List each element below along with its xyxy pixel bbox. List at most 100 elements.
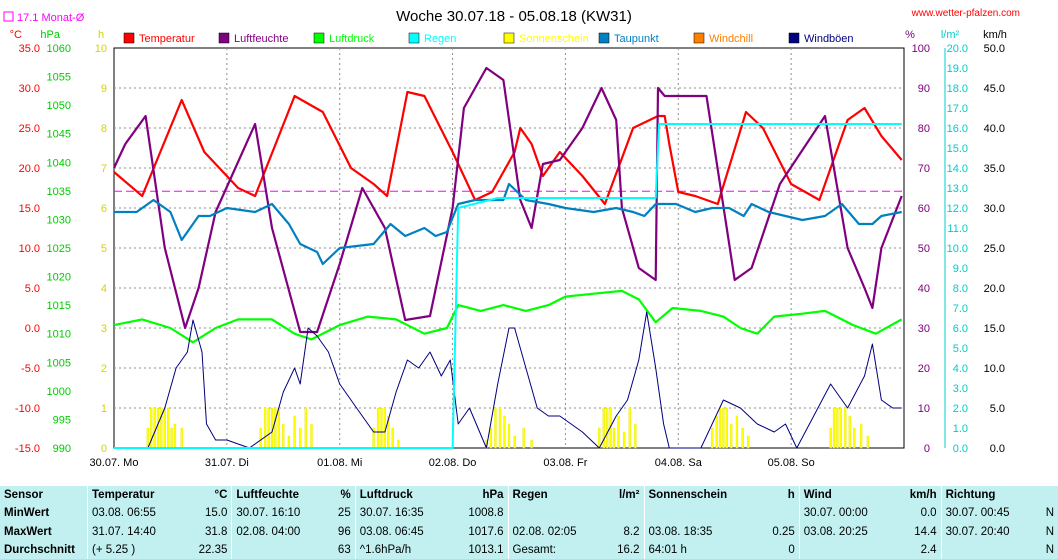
sunshine-bar: [710, 427, 714, 449]
sunshine-bar: [617, 415, 620, 449]
legend-swatch-icon: [313, 32, 325, 44]
axis-unit-humidity: %: [905, 29, 915, 41]
tick-label-pressure: 1055: [47, 72, 71, 84]
tick-label-humidity: 60: [918, 203, 930, 215]
stats-cell-time: 03.08. 06:55: [86, 504, 183, 523]
sunshine-bar: [498, 407, 502, 449]
sunshine-bar: [634, 423, 637, 449]
tick-label-wind: 30.0: [984, 203, 1005, 215]
tick-label-temp: 35.0: [19, 43, 40, 55]
tick-label-wind: 40.0: [984, 123, 1005, 135]
x-axis-label: 04.08. Sa: [655, 457, 703, 469]
stats-cell-time: 03.08. 20:25: [798, 522, 895, 541]
stats-header-unit: h: [787, 489, 795, 502]
statistics-table: Sensor Temperatur °C Luftfeuchte% Luftdruck h…: [0, 486, 1058, 559]
stats-cell-value: 0.25: [772, 525, 795, 538]
tick-label-rain: 11.0: [947, 223, 968, 235]
website-link[interactable]: www.wetter-pfalzen.com: [911, 8, 1020, 19]
legend-swatch-icon: [693, 32, 705, 44]
tick-label-sunshine: 10: [95, 43, 107, 55]
sunshine-bar: [507, 423, 511, 449]
stats-cell-value: 14.4: [914, 525, 937, 538]
tick-label-pressure: 1010: [47, 329, 71, 341]
axis-unit-pressure: hPa: [40, 29, 60, 41]
tick-label-humidity: 80: [918, 123, 930, 135]
sunshine-bar: [866, 435, 870, 449]
tick-label-rain: 13.0: [947, 183, 968, 195]
tick-label-pressure: 1015: [47, 300, 71, 312]
stats-cell-value: 15.0: [204, 507, 228, 520]
stats-cell-time: 30.07. 20:40: [940, 522, 1037, 541]
legend-swatch-icon: [788, 32, 800, 44]
stats-cell-value: 0: [788, 543, 795, 556]
axis-unit-wind: km/h: [983, 29, 1007, 41]
tick-label-temp: -10.0: [15, 403, 40, 415]
stats-cell-value: 31.8: [204, 525, 228, 538]
tick-label-pressure: 1050: [47, 100, 71, 112]
stats-cell-value: [759, 504, 800, 522]
stats-row: Durchschnitt (+ 5.25 ) 22.35 63 ^1.6hPa/h 101…: [0, 540, 1058, 559]
tick-label-pressure: 990: [53, 443, 71, 455]
tick-label-wind: 5.0: [990, 403, 1005, 415]
x-axis-label: 31.07. Di: [205, 457, 249, 469]
sunshine-bar: [287, 435, 291, 449]
stats-row: MinWert 03.08. 06:55 15.0 30.07. 16:10 25 30.…: [0, 504, 1058, 523]
sunshine-bars: [146, 407, 870, 449]
tick-label-sunshine: 5: [101, 243, 107, 255]
stats-cell-time: 02.08. 02:05: [507, 522, 604, 541]
tick-label-rain: 0.0: [953, 443, 968, 455]
stats-cell-value: 16.2: [617, 543, 640, 556]
stats-row: MaxWert 31.07. 14:40 31.8 02.08. 04:00 96 03.…: [0, 522, 1058, 541]
tick-label-rain: 2.0: [953, 403, 968, 415]
tick-label-wind: 45.0: [984, 83, 1005, 95]
stats-header-label: Sonnenschein: [643, 486, 759, 505]
legend-swatch-icon: [123, 32, 135, 44]
tick-label-pressure: 1060: [47, 43, 71, 55]
sunshine-bar: [267, 407, 270, 449]
tick-label-humidity: 90: [918, 83, 930, 95]
tick-label-temp: 25.0: [19, 123, 40, 135]
axes: °C hPa h% l/m² km/h-15.0-10.0-5.00.05.010.01…: [10, 29, 1007, 455]
tick-label-temp: 5.0: [25, 283, 40, 295]
axis-unit-sunshine: h: [98, 29, 104, 41]
stats-cell-time: ^1.6hPa/h: [354, 540, 451, 559]
stats-header-unit: %: [340, 489, 351, 502]
tick-label-temp: -15.0: [15, 443, 40, 455]
tick-label-pressure: 1000: [47, 386, 71, 398]
tick-label-sunshine: 7: [101, 163, 107, 175]
tick-label-rain: 8.0: [953, 283, 968, 295]
stats-header-unit: [1036, 486, 1058, 504]
sunshine-bar: [259, 427, 262, 449]
tick-label-rain: 19.0: [947, 63, 968, 75]
stats-cell-time: [231, 540, 328, 559]
tick-label-rain: 4.0: [953, 363, 968, 375]
sunshine-bar: [832, 407, 836, 449]
tick-label-rain: 1.0: [953, 423, 968, 435]
legend-label: Luftfeuchte: [234, 33, 288, 45]
legend-swatch-icon: [503, 32, 515, 44]
stats-row-label: Durchschnitt: [4, 543, 75, 556]
series-temperatur: [113, 90, 903, 206]
stats-cell-value: 2.4: [920, 543, 937, 556]
tick-label-rain: 12.0: [947, 203, 968, 215]
sunshine-bar: [173, 423, 177, 449]
stats-cell-time: 31.07. 14:40: [86, 522, 183, 541]
stats-header-row: Sensor Temperatur °C Luftfeuchte% Luftdruck h…: [0, 486, 1058, 505]
tick-label-sunshine: 6: [101, 203, 107, 215]
sunshine-bar: [503, 415, 506, 449]
monthly-avg-marker-icon: [3, 11, 14, 22]
sunshine-bar: [848, 415, 851, 449]
tick-label-pressure: 1020: [47, 272, 71, 284]
stats-cell-time: 30.07. 00:00: [798, 504, 895, 523]
sunshine-bar: [277, 407, 280, 449]
tick-label-temp: 30.0: [19, 83, 40, 95]
x-axis-label: 05.08. So: [768, 457, 815, 469]
sunshine-bar: [747, 435, 750, 449]
stats-cell-time: 02.08. 04:00: [231, 522, 328, 541]
legend-swatch-icon: [218, 32, 230, 44]
sunshine-bar: [836, 407, 839, 449]
stats-cell-time: [507, 504, 604, 523]
stats-cell-value: 22.35: [198, 543, 228, 556]
stats-cell-time: 03.08. 18:35: [643, 522, 759, 541]
x-axis-label: 01.08. Mi: [317, 457, 362, 469]
